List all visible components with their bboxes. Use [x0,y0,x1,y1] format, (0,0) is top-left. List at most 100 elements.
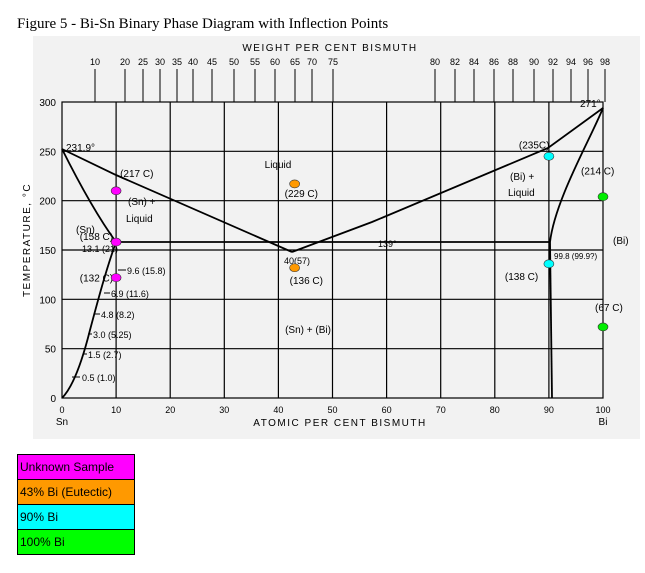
inflection-point-marker [110,237,122,247]
inflection-point-marker [110,186,122,196]
bottom-tick-label: 100 [595,405,610,415]
inflection-label: (158 C) [80,232,113,243]
bi-solidus [549,107,604,243]
top-tick-label: 20 [120,57,130,67]
inflection-point-marker [597,192,609,202]
top-tick-label: 92 [548,57,558,67]
legend: Unknown Sample 43% Bi (Eutectic) 90% Bi … [17,454,135,555]
top-tick-label: 45 [207,57,217,67]
bottom-tick-label: 20 [165,405,175,415]
solvus-label: 3.0 (5.25) [93,330,132,340]
bottom-axis-label: ATOMIC PER CENT BISMUTH [253,418,426,429]
phase-boundaries [61,107,604,399]
top-tick-label: 94 [566,57,576,67]
bi-plus-liquid-label-2: Liquid [508,188,535,199]
top-tick-label: 90 [529,57,539,67]
top-tick-label: 86 [489,57,499,67]
solvus-label: 9.6 (15.8) [127,266,166,276]
solvus-label: 0.5 (1.0) [82,373,116,383]
bottom-tick-label: 40 [273,405,283,415]
phase-diagram: WEIGHT PER CENT BISMUTH ATOMIC PER CENT … [22,36,640,439]
inflection-label: (235C) [519,140,550,151]
top-tick-label: 80 [430,57,440,67]
top-tick-label: 55 [250,57,260,67]
legend-item-eutectic: 43% Bi (Eutectic) [18,480,134,505]
inflection-labels: (217 C) (158 C) (132 C) (229 C) (136 C) (235C… [80,140,623,314]
sn-plus-liquid-label-2: Liquid [126,214,153,225]
inflection-label: (138 C) [505,272,538,283]
solvus-leaders [72,269,126,378]
bi-solubility-label: 99.8 (99.9?) [554,252,597,261]
bottom-tick-label: 50 [327,405,337,415]
sn-melt-label: 231.9° [66,143,95,154]
legend-item-unknown-sample: Unknown Sample [18,455,134,480]
top-tick-label: 35 [172,57,182,67]
top-tick-label: 98 [600,57,610,67]
top-tick-label: 96 [583,57,593,67]
left-tick-label: 200 [39,197,56,208]
left-tick-label: 250 [39,147,56,158]
top-axis-label: WEIGHT PER CENT BISMUTH [242,43,417,54]
left-tick-label: 300 [39,98,56,109]
sn-plus-bi-label: (Sn) + (Bi) [285,325,331,336]
inflection-label: (214 C) [581,167,614,178]
bottom-tick-label: 0 [59,405,64,415]
inflection-label: (132 C) [80,274,113,285]
bi-region-label: (Bi) [613,236,629,247]
top-tick-label: 88 [508,57,518,67]
inflection-label: (217 C) [120,169,153,180]
inflection-point-marker [543,151,555,161]
legend-item-100-bi: 100% Bi [18,530,134,555]
top-tick-label: 65 [290,57,300,67]
inflection-point-marker [110,273,122,282]
inflection-point-marker [597,322,609,332]
solvus-labels: 13.1 (21) 9.6 (15.8) 6.9 (11.6) 4.8 (8.2… [82,244,166,383]
bi-plus-liquid-label-1: (Bi) + [510,172,534,183]
inflection-point-marker [543,259,555,269]
sn-solvus [61,241,117,399]
inflection-point-marker [289,179,300,189]
left-tick-label: 0 [50,394,56,405]
top-tick-label: 40 [188,57,198,67]
top-tick-label: 60 [270,57,280,67]
left-axis-label: TEMPERATURE, °C [22,183,33,297]
top-tick-label: 84 [469,57,479,67]
left-tick-label: 100 [39,295,56,306]
tick-labels: 0 10 20 30 40 50 60 70 80 90 100 0 50 100 150 200 250 300… [39,57,610,415]
bottom-tick-label: 60 [382,405,392,415]
diagram-background [33,36,640,439]
sn-region-label: (Sn) [76,225,95,236]
top-tick-label: 70 [307,57,317,67]
bottom-tick-label: 80 [490,405,500,415]
bottom-tick-label: 90 [544,405,554,415]
inflection-markers [110,151,609,332]
sn-element-label: Sn [56,417,68,428]
eutectic-composition-label: 40(57) [284,256,310,266]
solvus-label: 4.8 (8.2) [101,310,135,320]
bi-melt-label: 271° [580,99,601,110]
bottom-tick-label: 70 [436,405,446,415]
bottom-tick-label: 10 [111,405,121,415]
solvus-label: 6.9 (11.6) [111,289,149,299]
inflection-label: (67 C) [595,303,623,314]
legend-item-90-bi: 90% Bi [18,505,134,530]
top-tick-label: 75 [328,57,338,67]
top-tick-label: 82 [450,57,460,67]
solvus-label: 1.5 (2.7) [88,350,122,360]
inflection-label: (136 C) [290,276,323,287]
inflection-point-marker [289,263,300,273]
bi-liquidus [291,107,604,253]
top-tick-label: 30 [155,57,165,67]
top-tick-label: 50 [229,57,239,67]
figure-title: Figure 5 - Bi-Sn Binary Phase Diagram wi… [17,16,389,32]
left-tick-label: 50 [45,345,57,356]
bi-element-label: Bi [599,417,608,428]
solvus-label: 13.1 (21) [82,244,118,254]
bi-solvus [549,241,553,399]
top-tick-label: 10 [90,57,100,67]
top-tick-label: 25 [138,57,148,67]
liquid-region-label: Liquid [265,160,292,171]
eutectic-temp-label: 139° [378,239,397,249]
left-tick-label: 150 [39,246,56,257]
sn-plus-liquid-label-1: (Sn) + [128,197,156,208]
